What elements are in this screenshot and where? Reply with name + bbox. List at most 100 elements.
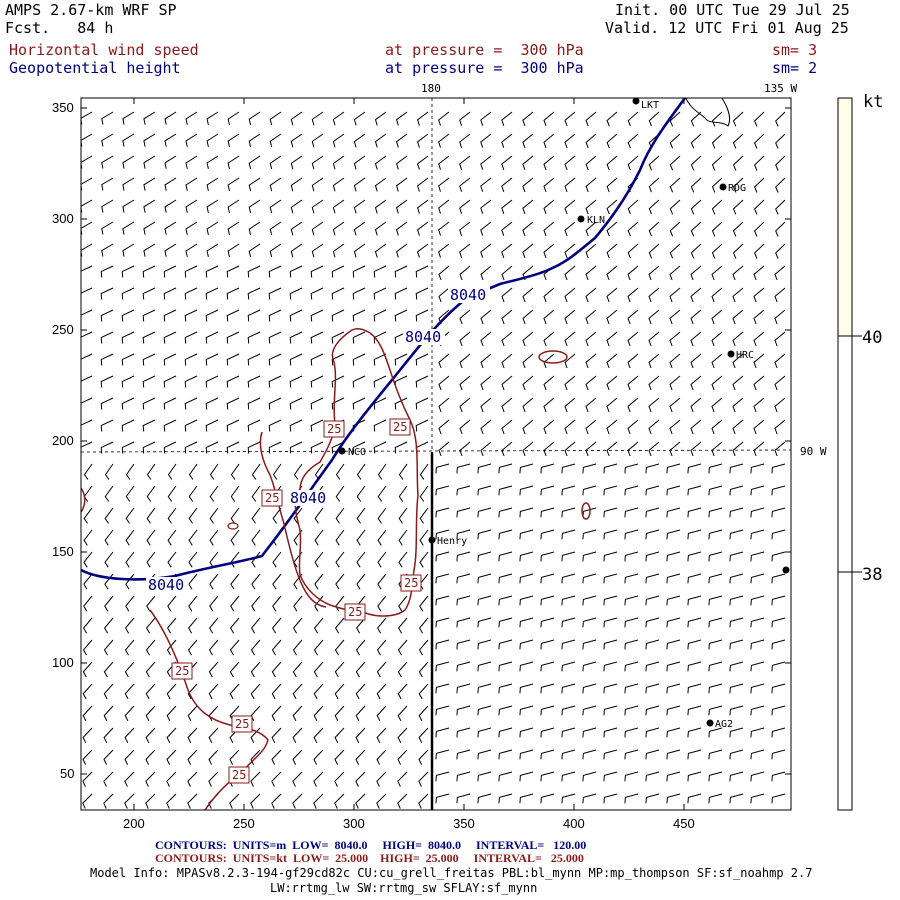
wind-barb bbox=[376, 749, 387, 765]
wind-barb bbox=[419, 551, 429, 568]
wind-barb bbox=[519, 485, 534, 496]
wind-barb bbox=[374, 177, 387, 192]
wind-barb bbox=[334, 749, 345, 765]
wind-barb bbox=[648, 155, 660, 171]
wind-barb bbox=[356, 551, 366, 568]
wind-barb bbox=[292, 683, 303, 700]
wind-barb bbox=[248, 221, 261, 236]
wind-barb bbox=[335, 573, 345, 590]
station-marker bbox=[632, 97, 640, 105]
colorbar-label-38: 38 bbox=[862, 565, 882, 585]
wind-barb bbox=[564, 353, 576, 369]
wind-barb bbox=[711, 199, 723, 215]
wind-barb bbox=[438, 397, 450, 413]
contour-info-wind: CONTOURS: UNITS=kt LOW= 25.000 HIGH= 25.… bbox=[155, 851, 584, 865]
wind-barb bbox=[146, 463, 156, 480]
wind-barb bbox=[122, 177, 135, 191]
wind-barb bbox=[753, 287, 765, 303]
wind-barb bbox=[711, 441, 723, 457]
wind-barb bbox=[226, 419, 240, 432]
wind-barb bbox=[374, 133, 387, 148]
wind-barb bbox=[438, 221, 450, 236]
wind-barb bbox=[121, 397, 135, 410]
wind-barb bbox=[124, 705, 135, 722]
wind-barb bbox=[100, 309, 114, 322]
wind-barb bbox=[313, 705, 324, 722]
wind-barb bbox=[143, 243, 156, 257]
field2-name: Geopotential height bbox=[9, 59, 181, 77]
colorbar-fill-40 bbox=[838, 98, 852, 336]
wind-barb bbox=[187, 771, 198, 787]
wind-contour-25-blob3 bbox=[227, 522, 239, 530]
wind-barb bbox=[396, 221, 408, 236]
wind-barb bbox=[143, 155, 156, 169]
wind-barb bbox=[564, 287, 576, 303]
wind-barb bbox=[335, 463, 345, 480]
station-marker bbox=[428, 536, 436, 544]
wind-barb bbox=[522, 243, 534, 259]
wind-barb bbox=[711, 221, 723, 237]
wind-barb bbox=[711, 331, 723, 347]
wind-barb bbox=[418, 705, 429, 722]
wind-barb bbox=[209, 507, 219, 524]
wind-barb bbox=[561, 683, 576, 694]
wind-barb bbox=[376, 705, 387, 722]
wind-barb bbox=[627, 243, 639, 259]
wind-barb bbox=[104, 507, 114, 524]
contour-info-height: CONTOURS: UNITS=m LOW= 8040.0 HIGH= 8040… bbox=[155, 838, 587, 852]
wind-barb bbox=[519, 463, 534, 474]
wind-barb bbox=[82, 705, 93, 722]
wind-barb bbox=[272, 507, 282, 524]
wind-barb bbox=[564, 441, 576, 457]
wind-barb bbox=[582, 485, 597, 496]
wind-barb bbox=[100, 419, 114, 432]
wind-barb bbox=[459, 397, 471, 413]
wind-barb bbox=[645, 771, 660, 782]
wind-barb bbox=[564, 199, 576, 215]
wind-barb bbox=[561, 507, 576, 518]
wind-barb bbox=[310, 397, 324, 410]
wind-barb bbox=[167, 595, 177, 612]
wind-barb bbox=[83, 551, 93, 568]
wind-barb bbox=[184, 397, 198, 410]
wind-barb bbox=[334, 705, 345, 722]
wind-barb bbox=[208, 639, 219, 656]
wind-barb bbox=[585, 111, 597, 127]
wind-barb bbox=[143, 111, 156, 125]
wind-barb bbox=[124, 639, 135, 656]
wind-barb bbox=[753, 397, 765, 413]
wind-barb bbox=[775, 199, 786, 215]
wind-barb bbox=[690, 265, 702, 281]
wind-barb bbox=[313, 771, 324, 787]
wind-barb bbox=[313, 617, 324, 634]
wind-barb bbox=[206, 133, 219, 148]
wind-barb bbox=[438, 111, 450, 126]
wind-barb bbox=[122, 243, 135, 257]
wind-barb bbox=[290, 221, 303, 236]
wind-barb bbox=[146, 529, 156, 546]
wind-barb bbox=[251, 463, 261, 480]
wind-barb bbox=[332, 133, 345, 148]
wind-barb bbox=[250, 639, 261, 656]
wind-barb bbox=[540, 727, 555, 738]
wind-barb bbox=[355, 683, 366, 700]
wind-barb bbox=[417, 155, 429, 170]
wind-barb bbox=[480, 199, 492, 214]
wind-barb bbox=[522, 111, 534, 127]
wind-barb bbox=[146, 485, 156, 502]
wind-barb bbox=[82, 771, 93, 787]
wind-barb bbox=[648, 397, 660, 413]
wind-barb bbox=[396, 111, 408, 126]
wind-barb bbox=[690, 111, 702, 127]
wind-barb bbox=[417, 199, 429, 214]
wind-barb bbox=[121, 331, 135, 344]
wind-barb bbox=[771, 573, 786, 584]
wind-barb bbox=[582, 617, 597, 628]
wind-barb bbox=[352, 287, 366, 300]
wind-barb bbox=[582, 771, 597, 782]
wind-barb bbox=[477, 529, 492, 540]
wind-barb bbox=[230, 529, 240, 546]
wind-barb bbox=[248, 199, 261, 214]
wind-barb bbox=[185, 133, 198, 147]
wind-barb bbox=[122, 199, 135, 213]
